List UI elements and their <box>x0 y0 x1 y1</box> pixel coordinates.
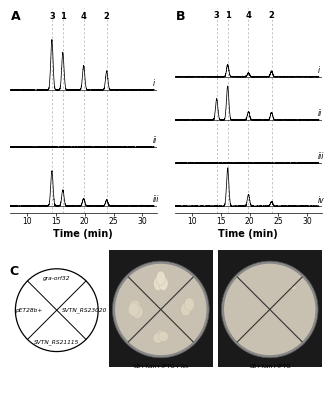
Text: A: A <box>11 10 21 23</box>
Text: 4: 4 <box>245 12 252 20</box>
Ellipse shape <box>290 286 297 290</box>
Text: iii: iii <box>153 195 159 204</box>
Text: 1: 1 <box>225 12 231 20</box>
Ellipse shape <box>158 331 169 342</box>
Text: ii: ii <box>318 109 322 118</box>
Text: i: i <box>318 66 320 75</box>
Text: 2: 2 <box>268 12 275 20</box>
Text: SVTN_RS23020: SVTN_RS23020 <box>62 307 108 313</box>
Text: iv: iv <box>318 196 324 204</box>
Ellipse shape <box>184 298 195 311</box>
Circle shape <box>221 261 318 358</box>
Text: LB+Kan+IPTG: LB+Kan+IPTG <box>249 364 291 369</box>
Ellipse shape <box>128 303 139 316</box>
Text: 3: 3 <box>49 12 55 20</box>
Text: pET28b+: pET28b+ <box>15 308 42 313</box>
Text: C: C <box>10 265 19 278</box>
Ellipse shape <box>153 276 163 291</box>
Text: 4: 4 <box>81 12 86 20</box>
Text: gra-orf32: gra-orf32 <box>43 276 71 281</box>
X-axis label: Time (min): Time (min) <box>218 229 278 239</box>
Circle shape <box>224 264 316 355</box>
Ellipse shape <box>132 305 143 319</box>
Text: 3: 3 <box>214 12 220 20</box>
Text: 1: 1 <box>60 12 66 20</box>
Circle shape <box>112 261 209 358</box>
Text: SVTN_RS21115: SVTN_RS21115 <box>34 339 79 345</box>
Text: iii: iii <box>318 152 324 162</box>
Text: LB+Kan+IPTG+Tet: LB+Kan+IPTG+Tet <box>133 364 188 369</box>
Text: B: B <box>176 10 186 23</box>
Ellipse shape <box>129 300 140 314</box>
Ellipse shape <box>156 330 166 341</box>
Ellipse shape <box>156 274 165 288</box>
Ellipse shape <box>183 300 193 313</box>
Circle shape <box>115 264 206 355</box>
Text: 2: 2 <box>104 12 110 20</box>
X-axis label: Time (min): Time (min) <box>53 229 113 239</box>
Ellipse shape <box>181 303 191 316</box>
Text: ii: ii <box>153 136 157 145</box>
Ellipse shape <box>159 276 168 291</box>
Ellipse shape <box>153 333 163 343</box>
Text: i: i <box>153 79 155 88</box>
Ellipse shape <box>156 271 165 286</box>
